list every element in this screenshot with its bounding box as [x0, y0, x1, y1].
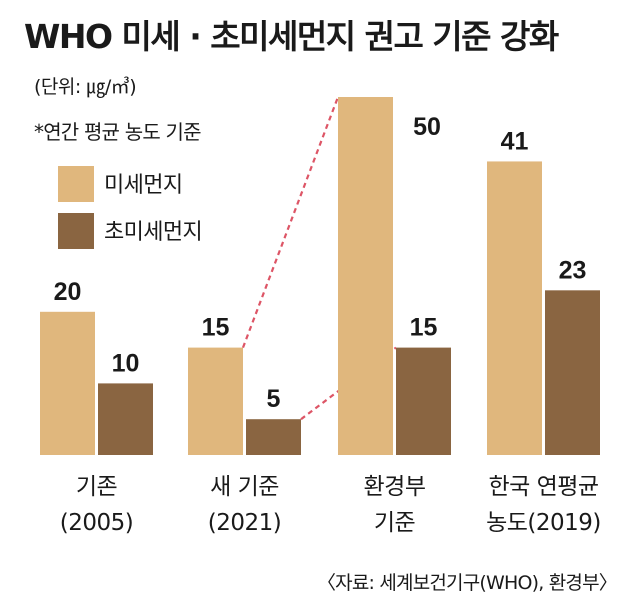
category-label: 농도(2019): [486, 510, 601, 536]
footnote: *연간 평균 농도 기준: [34, 120, 201, 144]
bar-pm25: [246, 419, 301, 455]
category-label: 한국 연평균: [488, 474, 598, 500]
category-label: 새 기준: [210, 474, 279, 500]
data-label: 15: [202, 314, 230, 342]
data-label: 23: [559, 256, 587, 284]
bar-pm25: [396, 347, 451, 455]
source-label: 〈자료: 세계보건기구(WHO), 환경부〉: [316, 572, 618, 594]
legend-swatch-pm25: [58, 213, 94, 249]
bar-pm10: [487, 161, 542, 455]
bar-pm25: [545, 290, 600, 455]
bar-pm10: [338, 97, 393, 455]
category-label: (2005): [60, 510, 133, 536]
data-label: 41: [501, 127, 529, 155]
data-label: 20: [54, 278, 82, 306]
chart-title: WHO 미세 · 초미세먼지 권고 기준 강화: [24, 17, 559, 56]
unit-label: (단위: ㎍/㎥): [34, 76, 137, 98]
legend-label: 미세먼지: [104, 173, 183, 198]
category-label: 환경부: [364, 474, 426, 500]
legend-swatch-pm10: [58, 166, 94, 202]
category-label: 기준: [374, 510, 415, 536]
data-label: 15: [410, 314, 438, 342]
connector-line-pm10: [241, 96, 340, 348]
data-label: 5: [267, 385, 281, 413]
legend-label: 초미세먼지: [104, 220, 202, 245]
bar-pm25: [98, 383, 153, 455]
data-label: 50: [413, 113, 441, 141]
category-label: (2021): [208, 510, 281, 536]
data-label: 10: [112, 349, 140, 377]
bar-pm10: [188, 347, 243, 455]
category-label: 기존: [76, 474, 117, 500]
bar-pm10: [40, 311, 95, 455]
